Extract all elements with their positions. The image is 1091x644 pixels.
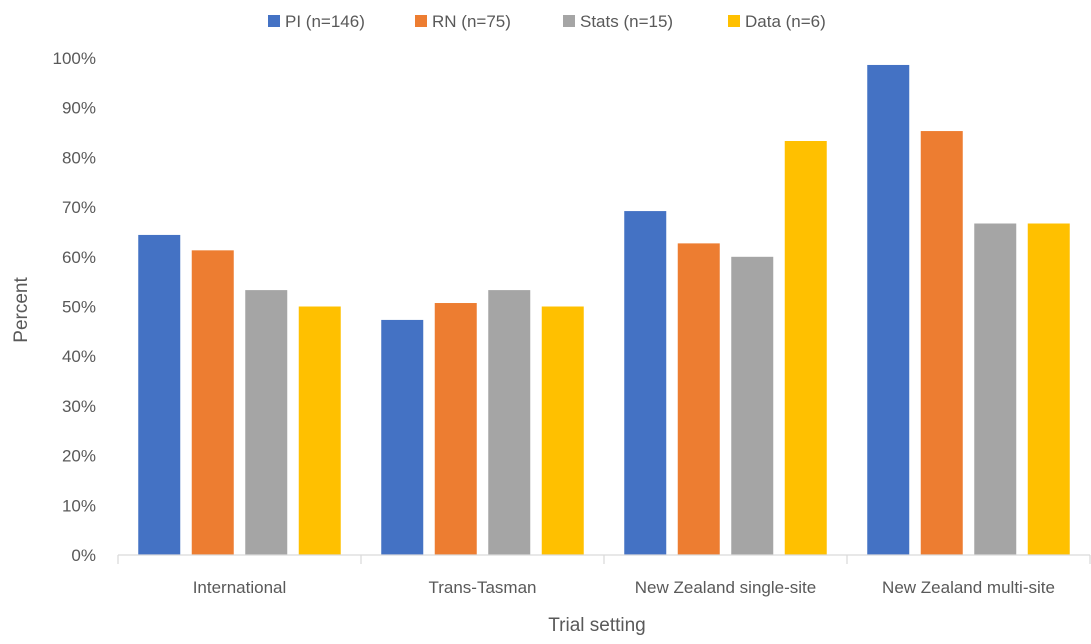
bars	[138, 64, 1070, 556]
bar-rn	[677, 243, 720, 556]
bar-data	[541, 306, 584, 555]
y-tick-label: 30%	[62, 397, 96, 416]
y-tick-label: 40%	[62, 347, 96, 366]
y-tick-label: 70%	[62, 198, 96, 217]
legend-swatch	[728, 15, 740, 27]
y-tick-label: 60%	[62, 248, 96, 267]
bar-pi	[624, 211, 667, 556]
bar-rn	[434, 303, 477, 555]
x-category-label: New Zealand multi-site	[882, 578, 1055, 597]
x-category-label: Trans-Tasman	[428, 578, 536, 597]
legend-label: Data (n=6)	[745, 12, 826, 31]
legend-swatch	[563, 15, 575, 27]
x-axis: International Trans-Tasman New Zealand sin…	[117, 554, 1091, 597]
x-category-label: New Zealand single-site	[635, 578, 816, 597]
bar-pi	[138, 234, 181, 555]
bar-pi	[381, 319, 424, 555]
y-tick-label: 0%	[71, 546, 96, 565]
bar-stats	[974, 223, 1017, 555]
bar-stats	[245, 290, 288, 555]
legend-label: RN (n=75)	[432, 12, 511, 31]
bar-data	[298, 306, 341, 555]
y-tick-label: 10%	[62, 496, 96, 515]
x-category-label: International	[193, 578, 287, 597]
y-axis-title: Percent	[11, 277, 32, 343]
bar-rn	[191, 250, 234, 556]
bar-pi	[867, 64, 910, 555]
bar-data	[784, 140, 827, 555]
legend-label: Stats (n=15)	[580, 12, 673, 31]
y-tick-label: 90%	[62, 99, 96, 118]
bar-stats	[731, 256, 774, 555]
x-axis-title: Trial setting	[548, 615, 646, 636]
legend-swatch	[268, 15, 280, 27]
y-tick-label: 50%	[62, 298, 96, 317]
bar-stats	[488, 290, 531, 555]
bar-rn	[920, 131, 963, 555]
legend-swatch	[415, 15, 427, 27]
y-tick-label: 20%	[62, 447, 96, 466]
y-tick-label: 80%	[62, 148, 96, 167]
y-tick-label: 100%	[53, 49, 96, 68]
legend-label: PI (n=146)	[285, 12, 365, 31]
y-axis: 0% 10% 20% 30% 40% 50% 60% 70% 80% 90% 100%	[53, 49, 96, 565]
legend: PI (n=146) RN (n=75) Stats (n=15) Data (n=6…	[268, 12, 826, 31]
bar-data	[1027, 223, 1070, 555]
